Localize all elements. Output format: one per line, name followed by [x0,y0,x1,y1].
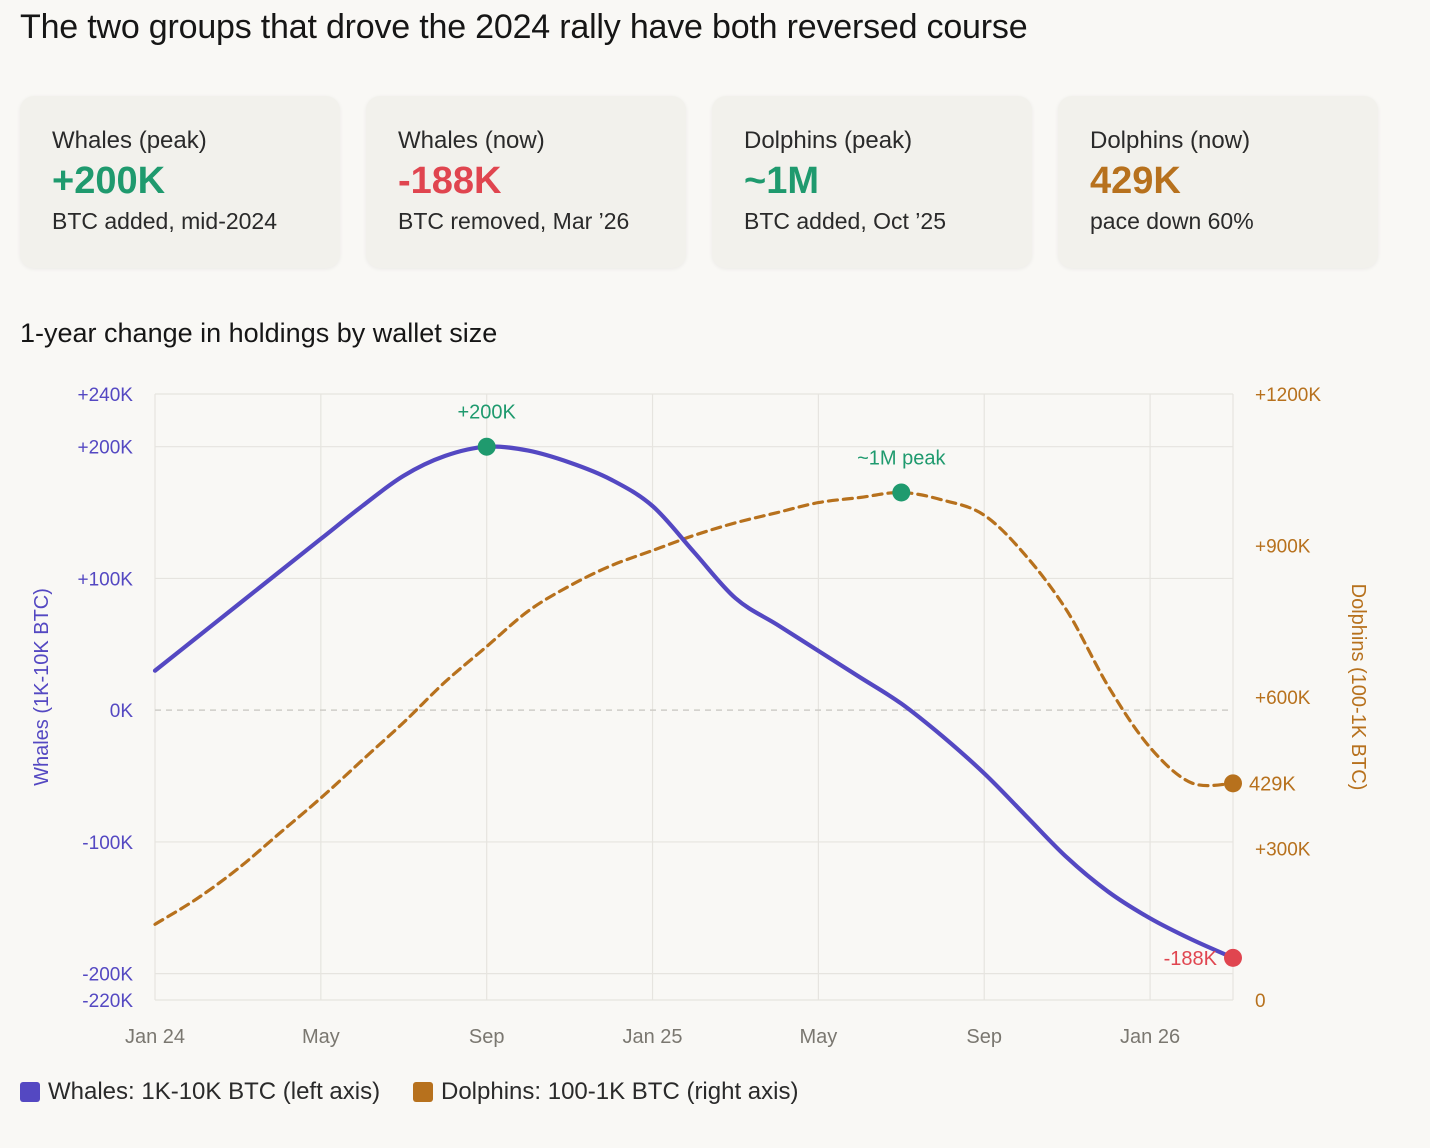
y-right-tick-label: +600K [1255,688,1311,709]
x-tick-label: Jan 25 [623,1026,683,1048]
legend-label-dolphins: Dolphins: 100-1K BTC (right axis) [441,1078,799,1105]
legend-swatch-whales [20,1082,40,1102]
legend-swatch-dolphins [413,1082,433,1102]
stat-card-label: Dolphins (peak) [744,127,913,154]
annotation-marker-whales [477,437,496,456]
stat-card-label: Dolphins (now) [1090,127,1251,154]
x-tick-label: Sep [469,1026,505,1048]
y-left-axis-title: Whales (1K-10K BTC) [31,588,53,786]
stat-card-subtext: pace down 60% [1090,208,1254,234]
chart-title: 1-year change in holdings by wallet size [20,318,498,348]
page-title: The two groups that drove the 2024 rally… [20,8,1028,46]
x-tick-label: May [302,1026,340,1048]
y-right-tick-label: +900K [1255,537,1311,558]
stat-card-value: 429K [1090,160,1181,202]
annotation-label: 429K [1249,773,1296,795]
stat-card-value: +200K [52,160,166,202]
series-line-whales [152,444,1236,960]
y-right-axis-title: Dolphins (100-1K BTC) [1347,584,1369,791]
legend-item-whales: Whales: 1K-10K BTC (left axis) [20,1078,380,1106]
y-right-tick-label: 0 [1255,991,1266,1012]
series-line-dolphins [153,490,1235,926]
y-left-tick-label: +240K [78,385,134,406]
y-left-tick-label: +100K [78,569,134,590]
x-tick-label: Sep [966,1026,1002,1048]
line-chart: +240K +200K +100K 0K -100K -200K -220K +1200K +9… [31,385,1369,1048]
y-left-tick-label: -200K [82,965,133,986]
stat-card-dolphins-now: Dolphins (now) 429K pace down 60% [1058,96,1378,268]
stat-card-dolphins-peak: Dolphins (peak) ~1M BTC added, Oct ’25 [712,96,1032,268]
y-left-tick-label: -100K [82,833,133,854]
y-left-tick-label: -220K [82,991,133,1012]
stat-card-whales-now: Whales (now) -188K BTC removed, Mar ’26 [366,96,686,268]
annotation-label: +200K [457,402,516,424]
stat-card-label: Whales (peak) [52,127,207,154]
stat-card-value: ~1M [744,160,819,202]
annotation-marker-dolphins [892,483,911,502]
y-left-tick-label: +200K [78,438,134,459]
stat-card-subtext: BTC added, Oct ’25 [744,208,946,234]
y-right-tick-label: +300K [1255,840,1311,861]
stat-cards: Whales (peak) +200K BTC added, mid-2024 … [20,96,1380,268]
legend-item-dolphins: Dolphins: 100-1K BTC (right axis) [413,1078,798,1106]
y-right-tick-label: +1200K [1255,385,1321,406]
stat-card-whales-peak: Whales (peak) +200K BTC added, mid-2024 [20,96,340,268]
x-tick-label: Jan 24 [125,1026,185,1048]
stat-card-value: -188K [398,160,502,202]
x-tick-label: May [799,1026,837,1048]
y-left-tick-label: 0K [110,701,134,722]
annotation-marker-dolphins [1224,774,1242,793]
stat-card-subtext: BTC removed, Mar ’26 [398,208,630,234]
legend-label-whales: Whales: 1K-10K BTC (left axis) [48,1078,381,1105]
annotation-marker-whales [1224,948,1242,967]
annotation-label: ~1M peak [857,447,946,469]
x-tick-label: Jan 26 [1120,1026,1180,1048]
stat-card-label: Whales (now) [398,127,545,154]
stat-card-subtext: BTC added, mid-2024 [52,208,278,234]
annotation-label: -188K [1164,948,1218,970]
